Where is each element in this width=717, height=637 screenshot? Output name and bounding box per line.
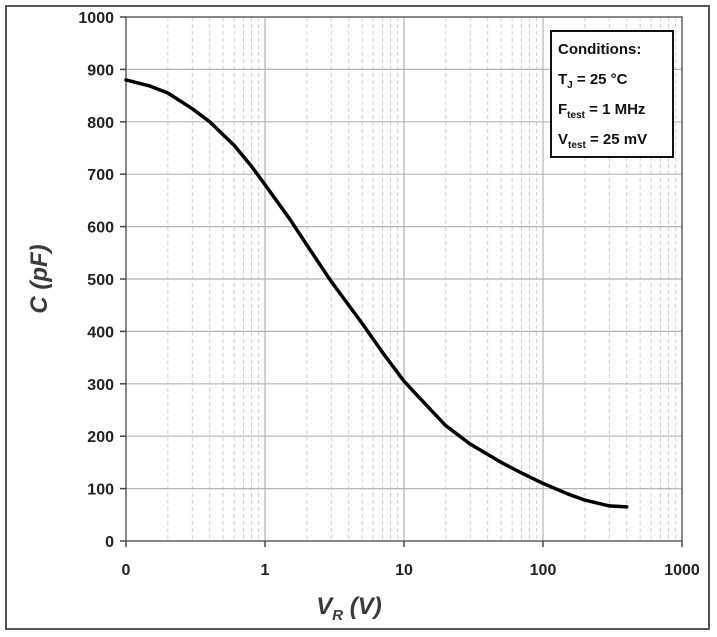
y-tick-label: 500 bbox=[87, 272, 114, 289]
y-tick-label: 100 bbox=[87, 482, 114, 499]
condition-ftest-value: = 1 MHz bbox=[585, 101, 645, 118]
x-axis-label-sub: R bbox=[332, 607, 343, 624]
capacitance-curve bbox=[124, 78, 629, 509]
y-tick-label: 600 bbox=[87, 220, 114, 237]
x-axis-label-main: V bbox=[316, 593, 334, 620]
x-tick-label: 1000 bbox=[664, 562, 700, 579]
x-tick-label: 10 bbox=[395, 562, 413, 579]
condition-ftest-main: F bbox=[558, 101, 567, 118]
y-tick-label: 400 bbox=[87, 324, 114, 341]
x-tick-label: 0 bbox=[122, 562, 131, 579]
condition-vtest-sub: test bbox=[568, 140, 586, 151]
condition-vtest-main: V bbox=[558, 131, 568, 148]
conditions-box-border bbox=[550, 30, 674, 158]
y-tick-label: 1000 bbox=[78, 10, 114, 27]
y-tick-label: 0 bbox=[105, 534, 114, 551]
capacitance-chart: 0 1 10 100 1000 0 100 200 300 400 500 600 700 800 900… bbox=[26, 10, 700, 624]
y-tick-label: 200 bbox=[87, 429, 114, 446]
conditions-title: Conditions: bbox=[558, 41, 641, 58]
condition-vtest: Vtest = 25 mV bbox=[558, 131, 647, 151]
condition-tj: TJ = 25 °C bbox=[558, 71, 628, 91]
y-tick-label: 700 bbox=[87, 167, 114, 184]
condition-tj-sub: J bbox=[567, 80, 573, 91]
x-tick-label: 100 bbox=[530, 562, 557, 579]
condition-ftest-sub: test bbox=[567, 110, 585, 121]
condition-ftest: Ftest = 1 MHz bbox=[558, 101, 645, 121]
condition-tj-value: = 25 °C bbox=[573, 71, 628, 88]
y-tick-labels: 0 100 200 300 400 500 600 700 800 900 1000 bbox=[78, 10, 126, 551]
condition-vtest-value: = 25 mV bbox=[586, 131, 647, 148]
conditions-box: Conditions: TJ = 25 °C Ftest = 1 MHz Vte… bbox=[550, 30, 674, 158]
chart-frame: 0 1 10 100 1000 0 100 200 300 400 500 600 700 800 900… bbox=[5, 5, 710, 630]
x-tick-label: 1 bbox=[261, 562, 270, 579]
y-tick-label: 800 bbox=[87, 115, 114, 132]
y-tick-label: 900 bbox=[87, 62, 114, 79]
x-axis-label-unit: (V) bbox=[343, 593, 382, 620]
x-axis-label: VR (V) bbox=[316, 593, 382, 624]
y-axis-label: C (pF) bbox=[26, 244, 53, 313]
x-tick-labels: 0 1 10 100 1000 bbox=[122, 541, 700, 579]
condition-tj-main: T bbox=[558, 71, 567, 88]
y-tick-label: 300 bbox=[87, 377, 114, 394]
